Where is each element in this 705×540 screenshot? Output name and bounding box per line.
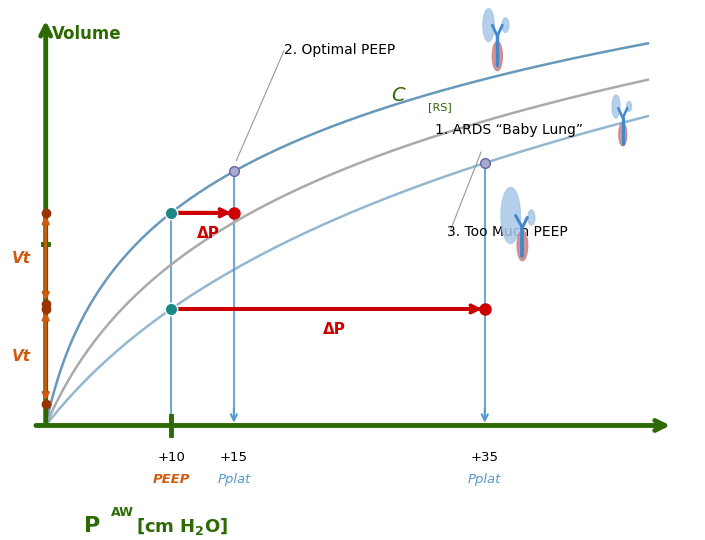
- Text: [RS]: [RS]: [429, 103, 452, 112]
- Ellipse shape: [528, 210, 535, 225]
- Circle shape: [483, 9, 494, 42]
- Text: PEEP: PEEP: [152, 473, 190, 486]
- Text: ΔP: ΔP: [323, 322, 345, 338]
- Circle shape: [619, 123, 627, 146]
- Text: 3. Too Much PEEP: 3. Too Much PEEP: [447, 225, 568, 239]
- Text: Vt: Vt: [12, 349, 30, 364]
- Circle shape: [517, 230, 527, 261]
- Text: $\mathbf{P}$: $\mathbf{P}$: [83, 516, 101, 536]
- Text: +10: +10: [157, 451, 185, 464]
- Circle shape: [612, 95, 620, 118]
- Ellipse shape: [627, 102, 632, 111]
- Text: 1. ARDS “Baby Lung”: 1. ARDS “Baby Lung”: [434, 124, 582, 137]
- Text: Vt: Vt: [12, 251, 30, 266]
- Text: $C$: $C$: [391, 86, 406, 105]
- Text: 2. Optimal PEEP: 2. Optimal PEEP: [284, 43, 396, 57]
- Text: ΔP: ΔP: [197, 226, 220, 241]
- Text: Pplat: Pplat: [468, 473, 501, 486]
- Circle shape: [501, 187, 520, 244]
- Text: AW: AW: [111, 505, 134, 518]
- Text: +35: +35: [471, 451, 498, 464]
- Text: +15: +15: [220, 451, 248, 464]
- Ellipse shape: [502, 18, 509, 32]
- Text: $\mathbf{[cm\ H_2O]}$: $\mathbf{[cm\ H_2O]}$: [136, 516, 228, 537]
- Text: Volume: Volume: [52, 25, 121, 43]
- Circle shape: [492, 42, 503, 71]
- Text: Pplat: Pplat: [217, 473, 250, 486]
